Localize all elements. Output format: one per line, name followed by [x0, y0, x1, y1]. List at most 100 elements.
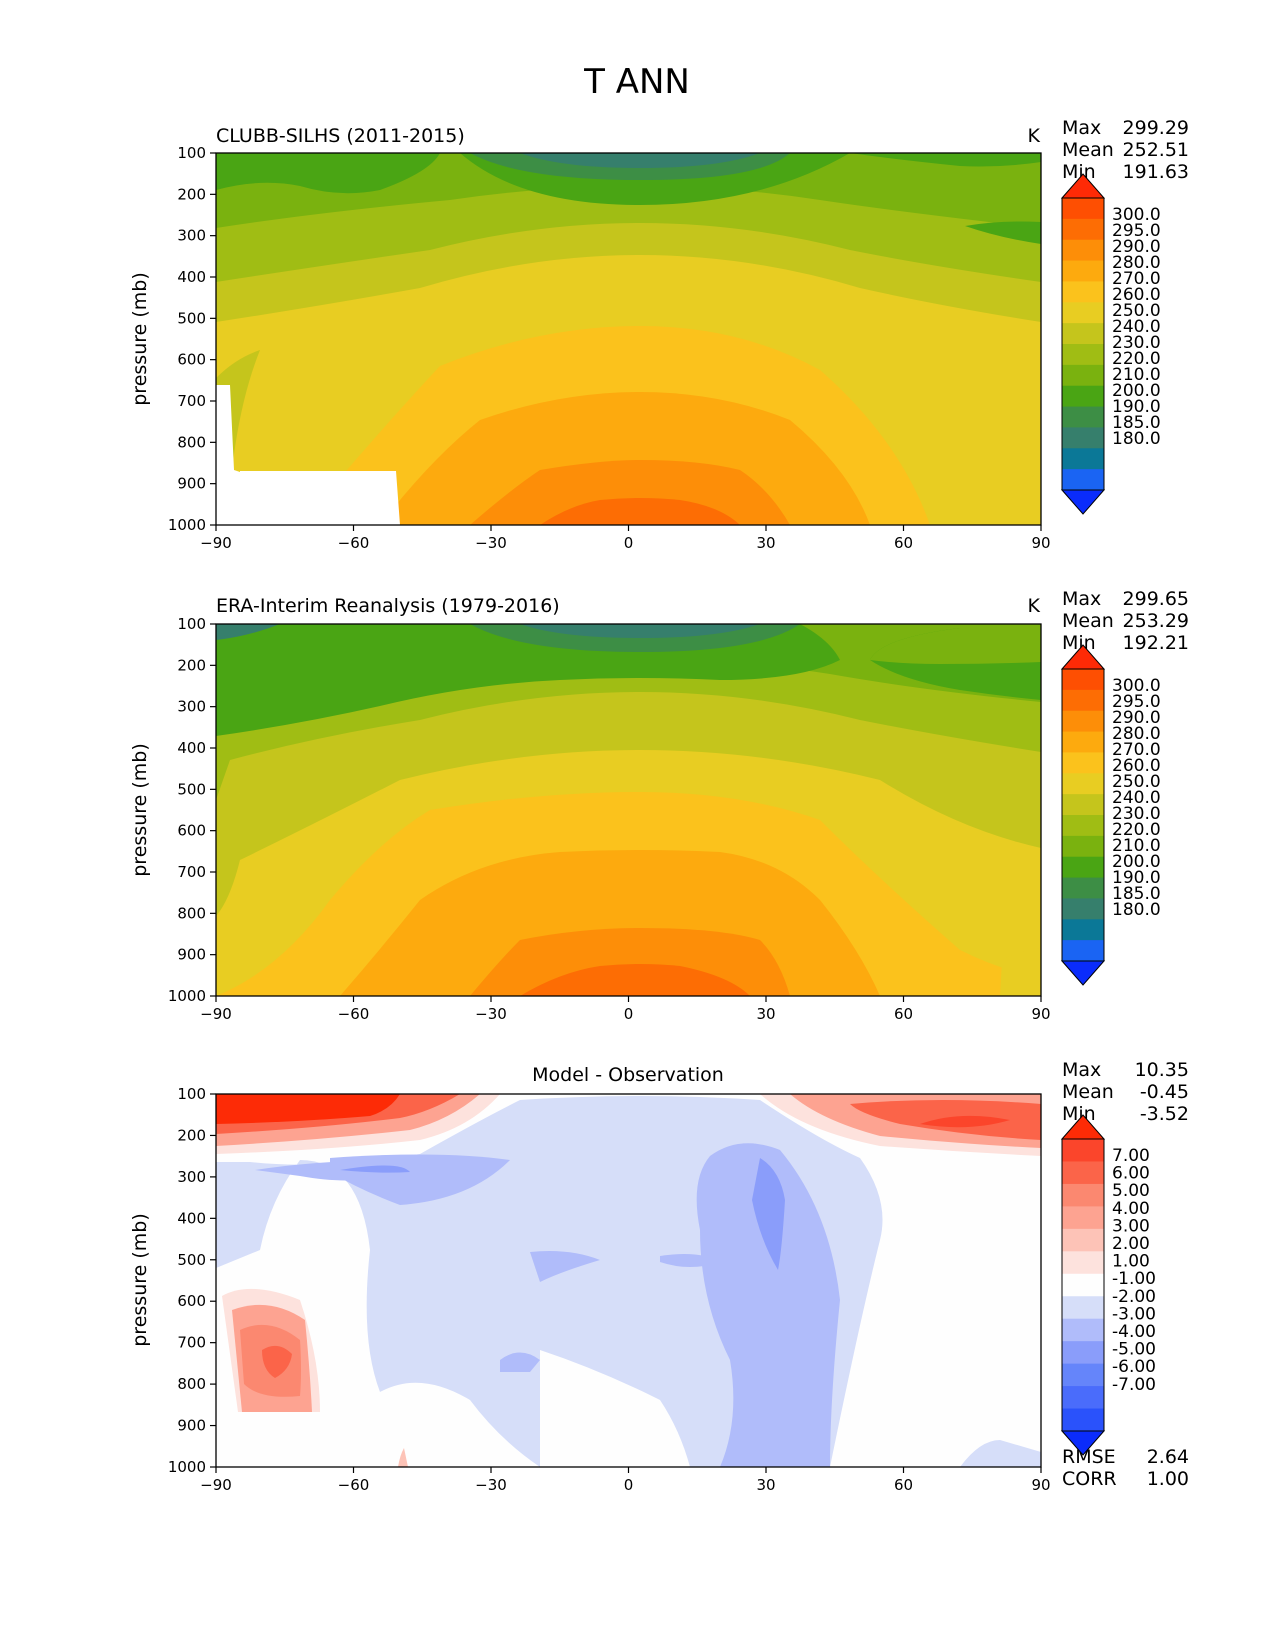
colorbar-label: 220.0	[1112, 820, 1161, 840]
colorbar-segment	[1062, 877, 1104, 900]
contour-band-neg2	[660, 1254, 720, 1267]
colorbar-segment	[1062, 856, 1104, 879]
colorbar-label: 280.0	[1112, 253, 1161, 273]
colorbar-label: 210.0	[1112, 836, 1161, 856]
panel-diff: Model - Observation pressure (mb)	[129, 1059, 1189, 1494]
colorbar-segment	[1062, 731, 1104, 754]
contour-band-zero	[540, 1350, 690, 1467]
colorbar-segment	[1062, 323, 1104, 345]
colorbar-segment	[1062, 1408, 1104, 1432]
stat-value: -0.45	[1140, 1081, 1189, 1103]
colorbar-segment	[1062, 1363, 1104, 1387]
colorbar-segment	[1062, 919, 1104, 941]
contour-band-220	[216, 153, 1041, 167]
colorbar-segment	[1062, 364, 1104, 387]
y-tick-label: 600	[177, 822, 206, 840]
panel-title: CLUBB-SILHS (2011-2015)	[216, 125, 465, 147]
stat-value: 10.35	[1135, 1059, 1189, 1081]
figure-title: T ANN	[583, 62, 690, 102]
colorbar-label: 3.00	[1112, 1216, 1150, 1236]
colorbar-segment	[1062, 1161, 1104, 1185]
colorbar-segment	[1062, 1206, 1104, 1230]
stat-label: Max	[1062, 588, 1101, 610]
x-tick-label: 0	[624, 1476, 634, 1494]
y-tick-label: 100	[177, 144, 206, 162]
units-label: K	[1028, 125, 1041, 147]
contour-band-200	[520, 153, 760, 168]
colorbar-segment	[1062, 898, 1104, 920]
x-tick-label: −60	[338, 1476, 370, 1494]
panel-model: CLUBB-SILHS (2011-2015) K pressure (mb)	[129, 117, 1189, 552]
y-tick-label: 800	[177, 904, 206, 922]
x-tick-label: 0	[624, 534, 634, 552]
stat-value: 192.21	[1123, 632, 1189, 654]
corr-value: 1.00	[1147, 1468, 1189, 1490]
colorbar: 300.0295.0290.0280.0270.0260.0250.0240.0…	[1060, 173, 1161, 515]
contour-field	[216, 624, 1041, 996]
colorbar-segment	[1062, 1273, 1104, 1297]
y-tick-label: 300	[177, 227, 206, 245]
stat-value: 299.65	[1123, 588, 1189, 610]
colorbar-extend-min	[1060, 489, 1106, 515]
y-axis-label: pressure (mb)	[129, 272, 151, 406]
y-tick-label: 700	[177, 863, 206, 881]
stat-label: Mean	[1062, 139, 1114, 161]
colorbar-label: 6.00	[1112, 1164, 1150, 1184]
colorbar-segment	[1062, 448, 1104, 470]
contour-band-pos7	[216, 1094, 400, 1124]
colorbar-label: 180.0	[1112, 900, 1161, 920]
colorbar-segment	[1062, 794, 1104, 816]
panel-obs: ERA-Interim Reanalysis (1979-2016) K pre…	[129, 588, 1189, 1023]
y-tick-label: 700	[177, 392, 206, 410]
contour-band-230	[216, 153, 1041, 228]
colorbar-label: 185.0	[1112, 884, 1161, 904]
colorbar-segment	[1062, 669, 1104, 691]
contour-band-260	[1000, 470, 1041, 525]
colorbar-segment	[1062, 940, 1104, 962]
y-tick-label: 700	[177, 1334, 206, 1352]
y-tick-label: 300	[177, 1168, 206, 1186]
colorbar-label: 5.00	[1112, 1181, 1150, 1201]
colorbar-segment	[1062, 689, 1104, 712]
y-axis-label: pressure (mb)	[129, 1213, 151, 1347]
colorbar-frame	[1061, 197, 1105, 491]
x-tick-label: −90	[200, 1476, 232, 1494]
colorbar-segment	[1062, 773, 1104, 795]
x-tick-label: 30	[756, 1476, 775, 1494]
colorbar-extend-min	[1060, 960, 1106, 986]
colorbar-label: 300.0	[1112, 676, 1161, 696]
colorbar-segment	[1062, 260, 1104, 283]
y-tick-label: 500	[177, 780, 206, 798]
missing-data	[216, 385, 400, 525]
x-tick-label: 60	[894, 1476, 913, 1494]
corr-label: CORR	[1062, 1468, 1117, 1490]
colorbar-label: -4.00	[1112, 1322, 1156, 1342]
y-tick-label: 600	[177, 351, 206, 369]
x-tick-label: 90	[1031, 1476, 1050, 1494]
contour-band-220	[216, 624, 840, 736]
colorbar-label: 260.0	[1112, 285, 1161, 305]
x-tick-label: 0	[624, 1005, 634, 1023]
colorbar-segment	[1062, 1251, 1104, 1275]
rmse-label: RMSE	[1062, 1446, 1116, 1468]
colorbar-segment	[1062, 427, 1104, 449]
contour-band-260	[1000, 948, 1041, 996]
colorbar-segment	[1062, 198, 1104, 220]
colorbar-label: 180.0	[1112, 429, 1161, 449]
x-tick-label: −60	[338, 1005, 370, 1023]
stat-label: Max	[1062, 117, 1101, 139]
colorbar-segment	[1062, 385, 1104, 408]
colorbar-label: 200.0	[1112, 852, 1161, 872]
colorbar-label: 4.00	[1112, 1199, 1150, 1219]
y-tick-label: 1000	[168, 987, 206, 1005]
colorbar-label: -6.00	[1112, 1357, 1156, 1377]
contour-band-neg2	[530, 1251, 600, 1282]
x-tick-label: −30	[475, 1005, 507, 1023]
colorbar-segment	[1062, 218, 1104, 241]
colorbar-label: 300.0	[1112, 205, 1161, 225]
panel-title: Model - Observation	[532, 1064, 724, 1086]
colorbar-label: 240.0	[1112, 788, 1161, 808]
colorbar-label: -5.00	[1112, 1340, 1156, 1360]
colorbar-segment	[1062, 1139, 1104, 1163]
